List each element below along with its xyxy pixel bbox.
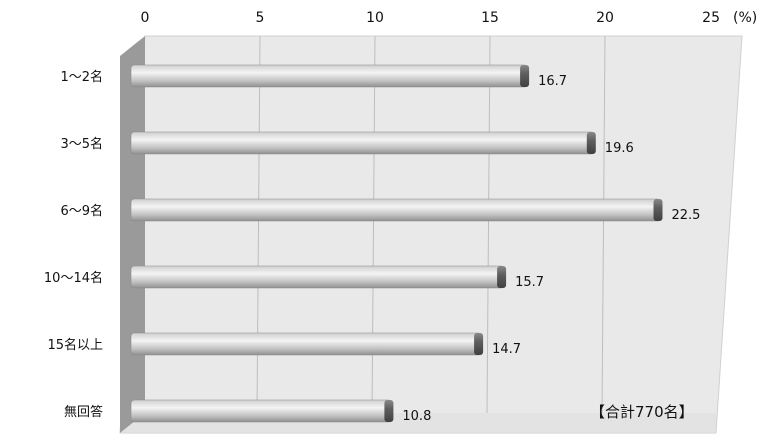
gridline — [601, 35, 606, 414]
value-label: 22.5 — [672, 208, 701, 223]
category-label: 6〜9名 — [60, 203, 103, 219]
x-tick-label: 5 — [256, 10, 265, 26]
value-label: 15.7 — [515, 275, 544, 290]
x-tick-label: 15 — [481, 10, 499, 26]
bar — [130, 198, 661, 222]
value-label: 19.6 — [605, 141, 634, 156]
x-tick-label: 25 — [702, 10, 720, 26]
bar-end-cap — [497, 266, 507, 288]
bar-end-cap — [653, 199, 663, 221]
category-label: 15名以上 — [47, 337, 103, 353]
bar — [130, 332, 482, 356]
x-axis-ticks: 0 5 10 15 20 25 — [141, 10, 720, 26]
value-label: 14.7 — [492, 342, 521, 357]
x-tick-label: 10 — [366, 10, 384, 26]
bar — [130, 64, 528, 88]
bar — [130, 265, 505, 289]
total-annotation: 【合計770名】 — [590, 403, 694, 421]
category-label: 無回答 — [64, 404, 103, 420]
gridline — [486, 35, 491, 414]
x-tick-label: 0 — [141, 10, 150, 26]
bar — [130, 131, 595, 155]
value-label: 16.7 — [538, 74, 567, 89]
bar-end-cap — [586, 132, 596, 154]
bar-end-cap — [384, 400, 394, 422]
bars — [130, 64, 663, 423]
bar-end-cap — [474, 333, 484, 355]
x-axis-unit: (%) — [733, 10, 757, 26]
value-labels: 16.7 19.6 22.5 15.7 14.7 10.8 — [402, 74, 700, 424]
x-tick-label: 20 — [596, 10, 614, 26]
category-label: 3〜5名 — [60, 136, 103, 152]
category-label: 10〜14名 — [44, 270, 103, 286]
bar — [130, 399, 392, 423]
category-label: 1〜2名 — [60, 69, 103, 85]
bar-end-cap — [520, 65, 530, 87]
plot-side-wall — [120, 36, 145, 433]
value-label: 10.8 — [402, 409, 431, 424]
plot-back-wall — [119, 35, 743, 434]
